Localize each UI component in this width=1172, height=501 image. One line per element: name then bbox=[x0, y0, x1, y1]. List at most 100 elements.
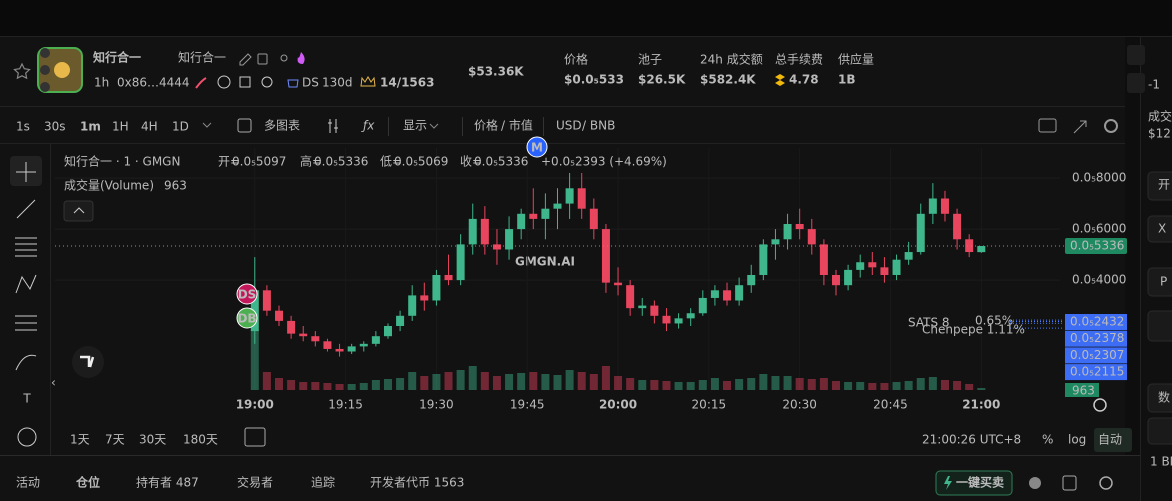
candle-body bbox=[880, 267, 889, 275]
multi-chart-button[interactable]: 多图表 bbox=[264, 119, 300, 133]
ohlc-label: 高= bbox=[300, 154, 322, 169]
interval-button[interactable]: 1s bbox=[16, 120, 30, 134]
candle-body bbox=[347, 346, 356, 352]
favorite-icon[interactable] bbox=[13, 62, 31, 80]
candle-body bbox=[275, 310, 284, 321]
volume-bar bbox=[456, 370, 465, 390]
settings-icon[interactable] bbox=[1104, 119, 1118, 133]
collapse-button[interactable] bbox=[63, 200, 94, 222]
indicator-icon[interactable]: ƒx bbox=[361, 119, 375, 133]
layout-icon[interactable] bbox=[1062, 475, 1077, 491]
volume-bar bbox=[771, 376, 780, 390]
tab[interactable]: 持有者 487 bbox=[136, 475, 199, 490]
fullscreen-icon[interactable] bbox=[1073, 120, 1087, 134]
panel-text: 开 bbox=[1158, 178, 1170, 192]
quick-trade-label[interactable]: 一键买卖 bbox=[956, 475, 1004, 490]
edit-icon[interactable] bbox=[239, 53, 252, 66]
volume-bar bbox=[965, 384, 974, 390]
x-tick-label: 20:30 bbox=[782, 398, 817, 412]
panel-text: 1 BN bbox=[1150, 455, 1172, 469]
candle-body bbox=[420, 295, 429, 301]
copy-icon[interactable] bbox=[257, 53, 268, 65]
age: 130d bbox=[322, 76, 353, 90]
ohlc-label: 开= bbox=[218, 155, 240, 169]
volume-bar bbox=[783, 376, 792, 390]
display-button[interactable]: 显示 bbox=[403, 119, 427, 133]
brush-tool[interactable] bbox=[15, 354, 37, 371]
tab[interactable]: 仓位 bbox=[75, 475, 100, 490]
stat-value: $582.4K bbox=[700, 73, 756, 87]
volume-bar bbox=[505, 374, 514, 390]
screenshot-icon[interactable] bbox=[1038, 118, 1057, 133]
volume-bar bbox=[710, 378, 719, 390]
log-toggle[interactable]: log bbox=[1068, 433, 1086, 447]
range-button[interactable]: 7天 bbox=[105, 433, 125, 447]
share-icon[interactable] bbox=[280, 54, 288, 62]
volume-bar bbox=[323, 383, 332, 390]
ohlc-label: 收= bbox=[460, 155, 482, 169]
emoji-tool[interactable] bbox=[17, 427, 37, 447]
volume-bar bbox=[698, 380, 707, 390]
price-toggle[interactable]: 价格 bbox=[474, 118, 498, 133]
volume-bar bbox=[565, 370, 574, 390]
candle-style-icon[interactable] bbox=[328, 119, 338, 133]
chevron[interactable] bbox=[73, 207, 85, 214]
icon bbox=[40, 48, 50, 58]
expand-button[interactable] bbox=[1127, 45, 1145, 65]
chevron[interactable] bbox=[429, 123, 439, 129]
candle-body bbox=[577, 188, 586, 209]
fib-tool[interactable] bbox=[15, 237, 37, 257]
volume-bar bbox=[396, 378, 405, 390]
interval-button[interactable]: 4H bbox=[141, 120, 158, 134]
collapse-arrow[interactable]: ‹ bbox=[51, 376, 56, 390]
tab[interactable]: 活动 bbox=[16, 476, 40, 490]
range-button[interactable]: 180天 bbox=[183, 433, 218, 447]
ohlc-value: 0.0₅5336 bbox=[314, 155, 368, 169]
icon[interactable] bbox=[1029, 477, 1041, 489]
stat-label: 总手续费 bbox=[775, 53, 823, 67]
interval-button[interactable]: 1m bbox=[80, 120, 101, 134]
x-tick-label: 20:00 bbox=[599, 398, 637, 412]
percent-toggle[interactable]: % bbox=[1042, 433, 1053, 447]
crosshair-tool[interactable] bbox=[16, 162, 36, 182]
volume-bar bbox=[577, 372, 586, 390]
settings-button[interactable] bbox=[1127, 73, 1145, 93]
interval-button[interactable]: 1H bbox=[112, 120, 129, 134]
candle-body bbox=[650, 305, 659, 316]
candle-body bbox=[492, 244, 501, 250]
volume-title: 成交量(Volume) bbox=[64, 178, 154, 193]
pattern-tool[interactable] bbox=[15, 274, 37, 294]
date-range-icon[interactable] bbox=[244, 427, 266, 447]
trendline-tool[interactable] bbox=[16, 199, 36, 219]
trade-marker bbox=[526, 136, 548, 158]
interval-button[interactable]: 1D bbox=[172, 120, 189, 134]
checkbox[interactable] bbox=[237, 118, 252, 133]
quick-trade-button[interactable] bbox=[935, 470, 1013, 496]
tab[interactable]: 追踪 bbox=[311, 475, 335, 490]
search-icon[interactable] bbox=[261, 76, 273, 88]
tab[interactable]: 开发者代币 1563 bbox=[370, 475, 464, 490]
token-icon-badge bbox=[54, 62, 70, 78]
axis-settings-icon[interactable] bbox=[1093, 398, 1107, 412]
tab[interactable]: 交易者 bbox=[237, 475, 273, 490]
text-tool[interactable]: T bbox=[22, 392, 31, 406]
usd-toggle[interactable]: USD bbox=[556, 119, 582, 133]
settings-icon[interactable] bbox=[1099, 476, 1113, 490]
range-button[interactable]: 30天 bbox=[139, 433, 166, 447]
auto-toggle[interactable]: 自动 bbox=[1098, 433, 1122, 447]
icon bbox=[287, 79, 299, 88]
icon bbox=[40, 82, 50, 92]
mcap-toggle[interactable]: / 市值 bbox=[501, 118, 533, 133]
ohlc-value: 0.0₅5097 bbox=[232, 155, 286, 169]
x-tick-label: 20:45 bbox=[873, 398, 908, 412]
interval-button[interactable]: 30s bbox=[44, 120, 66, 134]
projection-tool[interactable] bbox=[15, 315, 37, 331]
candle-body bbox=[456, 244, 465, 281]
panel-text: 数 bbox=[1158, 390, 1170, 405]
trade-marker-label: DS bbox=[238, 288, 257, 302]
ohlc-change: +0.0₅2393 (+4.69%) bbox=[541, 155, 667, 169]
chevron[interactable] bbox=[202, 122, 212, 128]
bnb-toggle[interactable]: / BNB bbox=[582, 119, 615, 133]
range-button[interactable]: 1天 bbox=[70, 433, 90, 447]
